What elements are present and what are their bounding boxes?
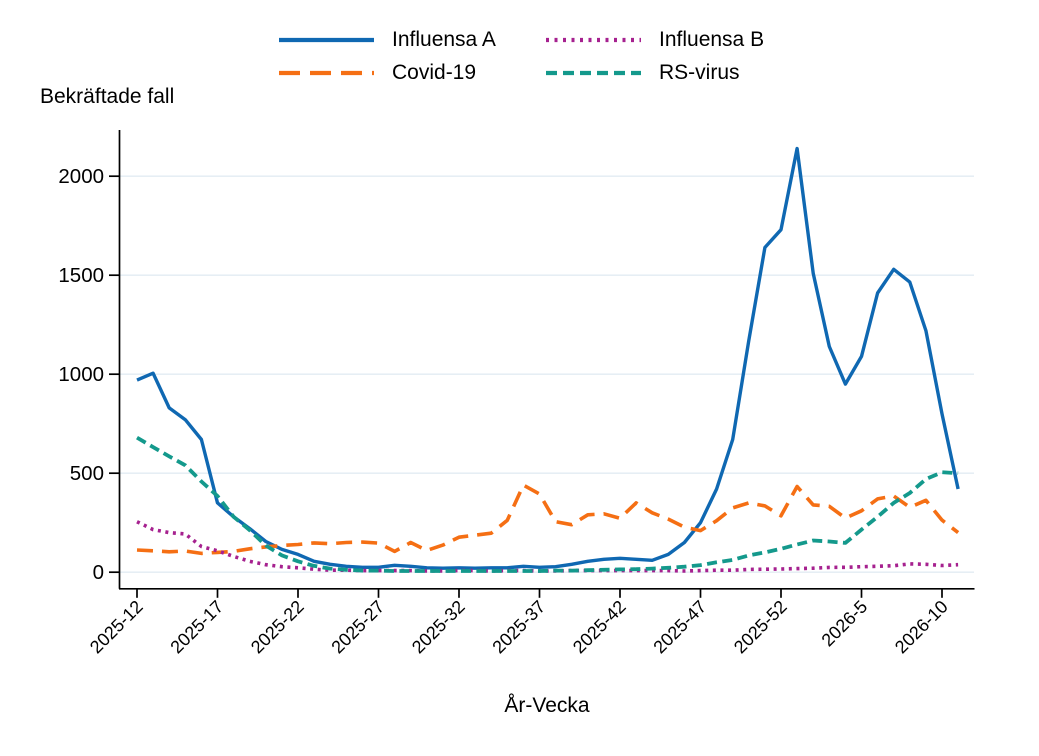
x-tick-label-2026-5: 2026-5 xyxy=(818,596,872,650)
legend-item-covid-19: Covid-19 xyxy=(278,56,545,89)
x-tick-label-2025-52: 2025-52 xyxy=(730,596,791,657)
x-axis-title: År-Vecka xyxy=(504,694,590,717)
legend-line-sample-covid-19 xyxy=(279,70,374,75)
legend-line-sample-influensa-b xyxy=(546,37,641,42)
x-tick-label-2025-22: 2025-22 xyxy=(247,596,308,657)
chart-legend: Influensa A Influensa B Covid-19 RS-virus xyxy=(278,23,764,89)
y-tick-label-2000: 2000 xyxy=(58,165,104,188)
x-tick-label-2025-47: 2025-47 xyxy=(649,596,710,657)
series-line-rs-virus xyxy=(136,435,959,573)
legend-line-sample-influensa-a xyxy=(279,37,374,42)
legend-item-influensa-b: Influensa B xyxy=(545,23,764,56)
y-tick-label-500: 500 xyxy=(70,462,104,485)
y-tick-label-0: 0 xyxy=(93,561,104,584)
series-line-covid-19 xyxy=(136,483,960,556)
legend-label-rs-virus: RS-virus xyxy=(659,61,740,84)
legend-line-sample-rs-virus xyxy=(546,70,641,75)
series-line-influensa-b xyxy=(136,520,959,573)
y-tick-label-1500: 1500 xyxy=(58,264,104,287)
x-tick-label-2026-10: 2026-10 xyxy=(891,596,952,657)
legend-item-rs-virus: RS-virus xyxy=(545,56,764,89)
x-tick-label-2025-42: 2025-42 xyxy=(569,596,630,657)
legend-label-covid-19: Covid-19 xyxy=(392,61,477,84)
y-axis-title: Bekräftade fall xyxy=(40,85,175,108)
legend-label-influensa-a: Influensa A xyxy=(392,28,496,51)
x-tick-label-2025-17: 2025-17 xyxy=(166,596,227,657)
legend-item-influensa-a: Influensa A xyxy=(278,23,545,56)
legend-label-influensa-b: Influensa B xyxy=(659,28,765,51)
y-tick-label-1000: 1000 xyxy=(58,363,104,386)
x-tick-label-2025-37: 2025-37 xyxy=(488,596,549,657)
x-tick-label-2025-27: 2025-27 xyxy=(327,596,388,657)
x-tick-label-2025-32: 2025-32 xyxy=(408,596,469,657)
x-tick-label-2025-12: 2025-12 xyxy=(86,596,147,657)
